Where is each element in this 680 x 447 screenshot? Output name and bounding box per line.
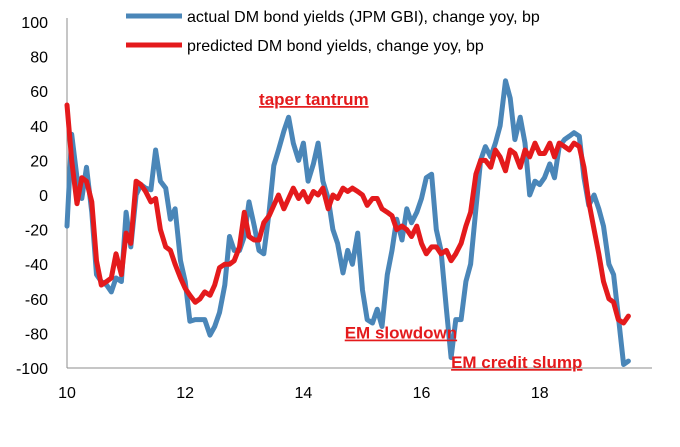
y-tick-label: -60	[25, 292, 48, 309]
y-tick-label: 100	[21, 15, 48, 32]
y-tick-label: 0	[39, 188, 48, 205]
x-tick-label: 18	[531, 385, 549, 402]
y-tick-labels: 100 80 60 40 20 0 -20 -40 -60 -80 -100	[16, 15, 48, 378]
y-tick-label: -20	[25, 223, 48, 240]
x-tick-labels: 10 12 14 16 18	[58, 385, 549, 402]
y-tick-label: -40	[25, 257, 48, 274]
x-tick-label: 16	[413, 385, 431, 402]
series-lines	[64, 78, 631, 367]
y-tick-label: 20	[30, 153, 48, 170]
y-tick-label: 40	[30, 119, 48, 136]
x-tick-label: 12	[176, 385, 194, 402]
x-tick-label: 10	[58, 385, 76, 402]
y-tick-label: 60	[30, 84, 48, 101]
series-line-actual	[64, 78, 631, 367]
y-tick-label: 80	[30, 50, 48, 67]
legend: actual DM bond yields (JPM GBI), change …	[126, 9, 540, 55]
x-tick-label: 14	[294, 385, 312, 402]
legend-label-actual: actual DM bond yields (JPM GBI), change …	[187, 9, 540, 26]
y-tick-label: -80	[25, 326, 48, 343]
legend-label-predicted: predicted DM bond yields, change yoy, bp	[187, 38, 484, 55]
series-line-predicted	[64, 102, 631, 326]
annotation-label: taper tantrum	[259, 90, 369, 109]
y-tick-label: -100	[16, 361, 48, 378]
annotation-label: EM credit slump	[451, 353, 582, 372]
annotation-label: EM slowdown	[345, 324, 457, 343]
annotations: taper tantrum EM slowdown EM credit slump	[259, 90, 582, 372]
